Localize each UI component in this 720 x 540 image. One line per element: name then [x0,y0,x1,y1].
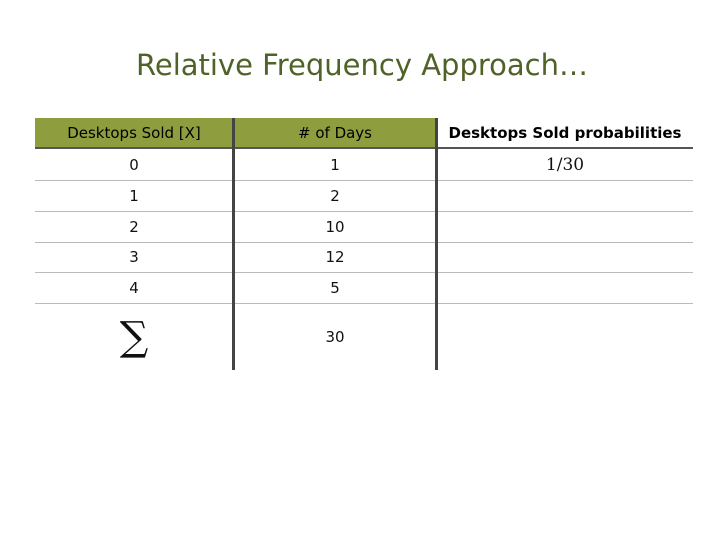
table-cell: 0 [129,155,139,174]
row-rule [35,211,693,212]
row-rule [35,303,693,304]
table-cell: 2 [129,217,139,236]
row-rule [35,180,693,181]
header-rule [35,147,693,149]
slide-title: Relative Frequency Approach… [136,48,588,82]
table-cell: 2 [330,186,340,205]
table-cell: 1 [330,155,340,174]
table-cell: 3 [129,248,139,266]
column-rule [435,118,438,370]
table-cell: 1/30 [545,154,585,175]
row-rule [35,272,693,273]
header-cell: Desktops Sold [X] [35,118,233,148]
header-cell: # of Days [233,118,437,148]
header-cell: Desktops Sold probabilities [448,124,682,142]
sum-symbol: ∑ [119,313,149,360]
table-cell: 10 [325,217,345,236]
table-cell: 5 [330,278,340,297]
row-rule [35,242,693,243]
table-cell: 12 [325,248,345,266]
table-cell: 4 [129,278,139,297]
table-cell: 1 [129,186,139,205]
total-cell: 30 [325,327,345,346]
column-rule [232,118,235,370]
